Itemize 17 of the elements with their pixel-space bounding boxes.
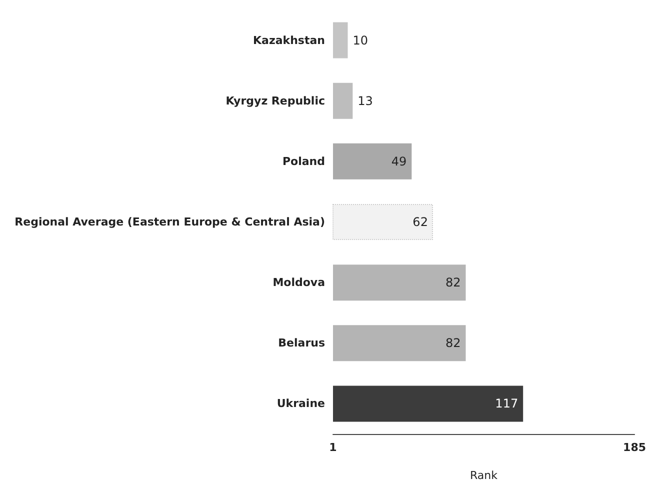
y-tick-label: Ukraine <box>276 397 325 410</box>
y-tick-label: Kyrgyz Republic <box>226 94 325 108</box>
data-label: 117 <box>495 396 518 411</box>
x-tick-label: 1 <box>329 441 337 454</box>
y-tick-label: Poland <box>282 154 325 168</box>
y-tick-label: Kazakhstan <box>253 34 325 47</box>
x-axis-title: Rank <box>470 469 498 482</box>
data-label: 10 <box>352 33 368 48</box>
x-tick-label: 185 <box>623 441 646 454</box>
data-label: 82 <box>445 276 461 290</box>
data-label: 13 <box>358 94 373 108</box>
y-tick-label: Regional Average (Eastern Europe & Central Asia) <box>14 216 325 228</box>
data-label: 62 <box>412 215 428 229</box>
data-label: 82 <box>445 336 461 350</box>
y-tick-label: Moldova <box>272 276 325 290</box>
y-tick-label: Belarus <box>278 336 326 350</box>
data-label: 49 <box>391 154 407 168</box>
